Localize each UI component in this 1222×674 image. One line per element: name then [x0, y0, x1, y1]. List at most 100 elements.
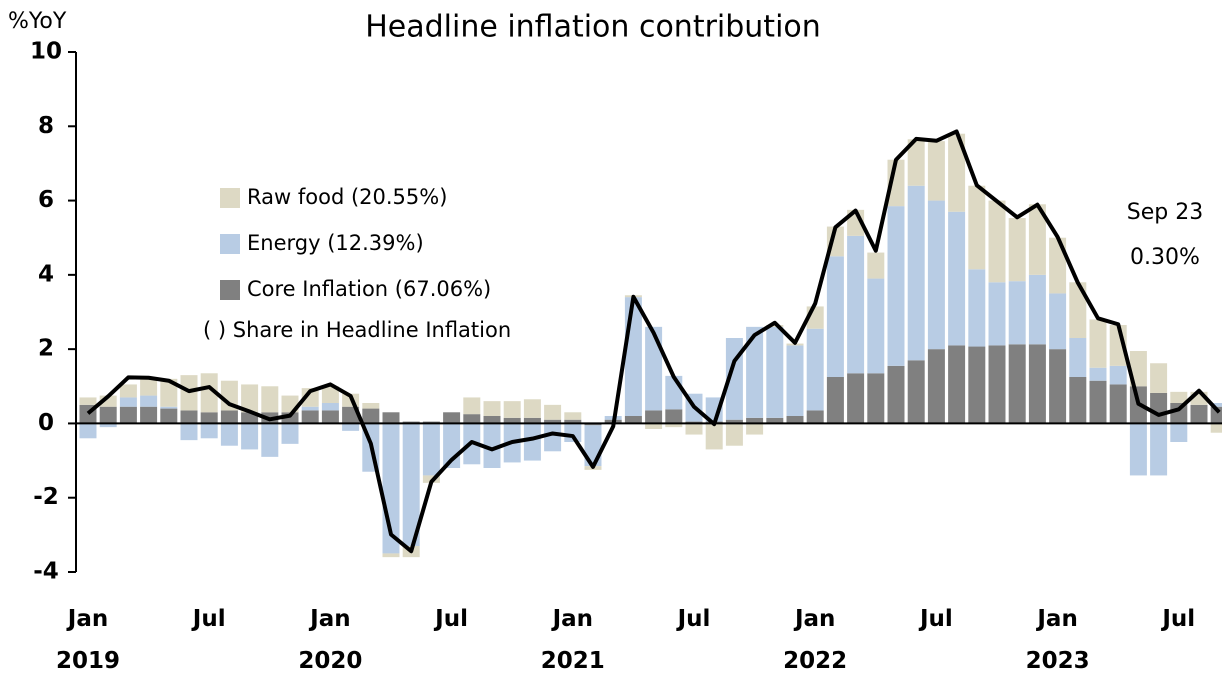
bar-segment	[948, 345, 966, 424]
bar-segment	[624, 416, 642, 424]
bar-segment	[786, 416, 804, 424]
bar-segment	[988, 345, 1006, 424]
bar-segment	[766, 326, 784, 418]
bar-segment	[119, 384, 137, 398]
bar-segment	[1089, 380, 1107, 424]
bar-segment	[665, 409, 683, 424]
y-axis-label: %YoY	[8, 9, 67, 34]
bar-segment	[301, 388, 319, 407]
bar-segment	[826, 377, 844, 424]
bar-segment	[766, 417, 784, 424]
bar-segment	[443, 412, 461, 424]
bar-segment	[544, 404, 562, 420]
bar-segment	[988, 282, 1006, 346]
bar-segment	[645, 423, 663, 429]
legend-swatch	[220, 234, 240, 254]
bar-segment	[402, 423, 420, 546]
bar-segment	[200, 373, 218, 413]
bar-segment	[746, 417, 764, 424]
bar-segment	[786, 345, 804, 416]
bar-segment	[544, 423, 562, 452]
y-tick-label: 0	[38, 410, 54, 436]
bar-segment	[119, 406, 137, 424]
bar-segment	[180, 423, 198, 441]
x-tick-label: Jan 2020	[298, 606, 363, 674]
bar-segment	[301, 406, 319, 411]
bar-segment	[79, 397, 97, 405]
bar-segment	[1150, 423, 1168, 476]
legend-label: Raw food (20.55%)	[247, 185, 447, 209]
x-tick-label: Jul	[919, 606, 953, 632]
bar-segment	[927, 349, 945, 424]
bar-segment	[665, 423, 683, 428]
bar-segment	[503, 417, 521, 424]
bar-segment	[948, 211, 966, 346]
x-tick-label: Jan 2022	[783, 606, 848, 674]
x-tick-label: Jan 2021	[540, 606, 605, 674]
bar-segment	[261, 386, 279, 413]
bar-segment	[1028, 204, 1046, 275]
bar-segment	[321, 403, 339, 411]
bar-segment	[140, 377, 158, 396]
bar-segment	[261, 423, 279, 457]
bar-segment	[624, 297, 642, 416]
x-tick-label: Jan 2023	[1025, 606, 1090, 674]
bar-segment	[1049, 237, 1067, 294]
bar-segment	[766, 325, 784, 327]
bar-segment	[847, 373, 865, 424]
bar-segment	[503, 401, 521, 418]
bar-segment	[1069, 377, 1087, 424]
x-tick-label: Jan 2019	[55, 606, 120, 674]
bar-segment	[281, 423, 299, 444]
headline-line	[86, 129, 1221, 554]
legend-swatch	[220, 188, 240, 208]
bar-segment	[968, 346, 986, 424]
bar-segment	[867, 252, 885, 279]
bar-segment	[1069, 282, 1087, 338]
bar-segment	[826, 256, 844, 377]
bar-segment	[806, 328, 824, 411]
annotation: Sep 23	[1127, 200, 1203, 225]
bar-segment	[180, 410, 198, 424]
bar-segment	[99, 423, 117, 428]
bar-segment	[241, 423, 259, 450]
bar-segment	[988, 200, 1006, 283]
bar-segment	[725, 423, 743, 446]
y-tick-label: 10	[30, 39, 62, 65]
bar-segment	[1089, 319, 1107, 368]
legend-label: Core Inflation (67.06%)	[247, 277, 491, 301]
bar-segment	[200, 423, 218, 439]
bar-segment	[1150, 392, 1168, 424]
bar-segment	[1129, 351, 1147, 387]
bar-segment	[241, 412, 259, 424]
bar-segment	[645, 326, 663, 411]
bar-segment	[1170, 391, 1188, 403]
bar-segment	[1150, 363, 1168, 393]
bar-segment	[463, 397, 481, 415]
bar-segment	[746, 423, 764, 435]
bar-segment	[907, 360, 925, 424]
bar-segment	[99, 395, 117, 407]
x-tick-label: Jul	[677, 606, 711, 632]
y-tick-label: 2	[38, 336, 54, 362]
bar-segment	[907, 185, 925, 361]
y-tick-label: -2	[33, 484, 59, 510]
bar-segment	[463, 414, 481, 424]
bar-segment	[321, 410, 339, 424]
bar-segment	[382, 412, 400, 424]
bar-segment	[887, 206, 905, 366]
bar-segment	[200, 412, 218, 424]
bar-segment	[422, 423, 440, 476]
bar-segment	[564, 419, 582, 424]
bar-segment	[523, 423, 541, 461]
bar-segment	[725, 419, 743, 424]
bar-segment	[342, 423, 360, 431]
bar-segment	[867, 278, 885, 374]
x-tick-label: Jul	[435, 606, 468, 632]
bar-segment	[382, 553, 400, 558]
bar-segment	[220, 410, 238, 424]
bar-segment	[523, 399, 541, 418]
bar-segment	[1210, 423, 1222, 433]
bar-segment	[806, 410, 824, 424]
chart-title: Headline inflation contribution	[365, 10, 821, 45]
